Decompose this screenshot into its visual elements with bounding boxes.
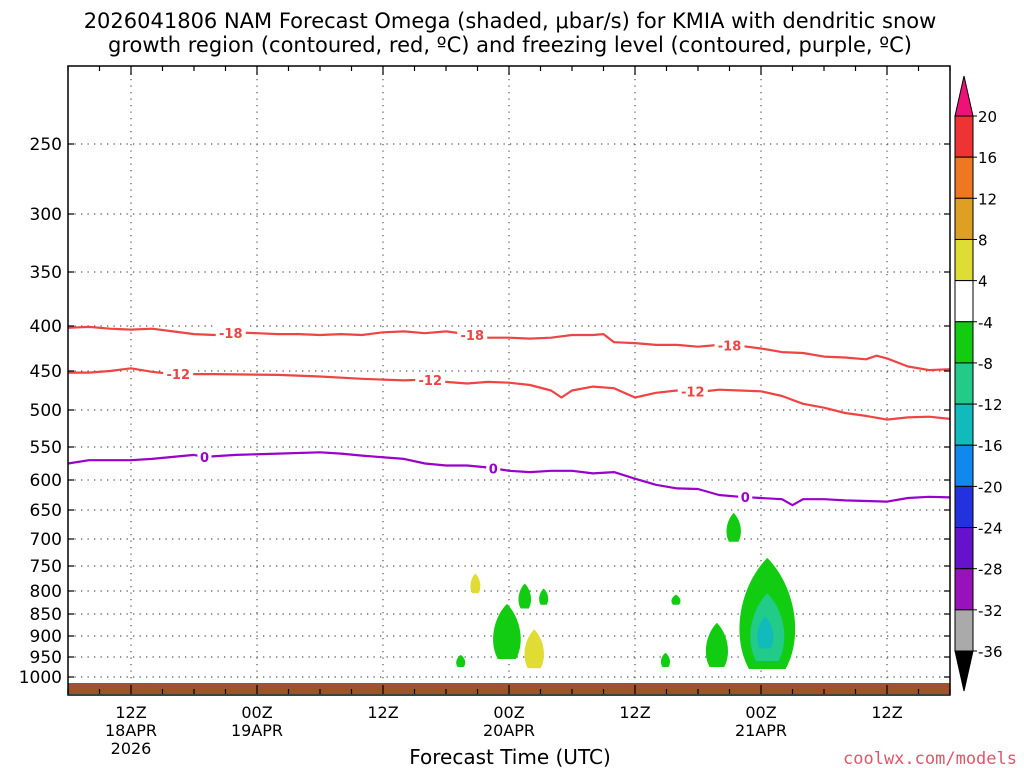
- colorbar-label--32: -32: [978, 602, 1003, 620]
- contour-label-bg-0-1: [486, 460, 501, 476]
- colorbar-band-11: [954, 568, 974, 611]
- colorbar-label--28: -28: [978, 561, 1003, 579]
- contour-label--12-2: -12: [681, 386, 705, 401]
- contour-label-bg--18-0: [215, 324, 246, 340]
- omega-region-0-value-4: [470, 573, 481, 594]
- omega-colorbar: 20 16 12 8 4 -4 -8 -12 -16 -20 -24 -28 -32 -36: [954, 75, 1003, 692]
- colorbar-band-7: [954, 403, 974, 446]
- omega-region-9-value--4: [705, 622, 728, 667]
- omega-region-7-value--4: [671, 594, 681, 605]
- x-tick-label-h54-line0: 12Z: [619, 703, 650, 722]
- contour-label-bg--12-0: [163, 366, 194, 382]
- chart-title-line-2: growth region (contoured, red, ºC) and f…: [108, 33, 912, 57]
- colorbar-band-8: [954, 444, 974, 487]
- contour-label-0-2: 0: [741, 491, 750, 506]
- omega-region-2-value--4: [518, 583, 532, 609]
- contour-label-bg--18-1: [457, 327, 488, 342]
- contour-label-0-0: 0: [200, 451, 209, 466]
- y-tick-label-250: 250: [30, 135, 62, 155]
- x-tick-label-h18-line0: 00Z: [241, 703, 272, 722]
- colorbar-label-12: 12: [978, 190, 997, 208]
- x-axis-label: Forecast Time (UTC): [409, 745, 611, 768]
- y-tick-label-800: 800: [30, 582, 62, 602]
- contour-label-bg--18-2: [714, 337, 745, 353]
- plot-frame: [67, 65, 951, 696]
- y-tick-label-650: 650: [30, 501, 62, 521]
- colorbar-band-0: [954, 115, 974, 158]
- x-tick-label-h6-line2: 2026: [111, 739, 152, 758]
- colorbar-band-5: [954, 321, 974, 364]
- colorbar-label--20: -20: [978, 478, 1003, 496]
- colorbar-band-10: [954, 527, 974, 570]
- colorbar-label--24: -24: [978, 520, 1003, 538]
- colorbar-band-9: [954, 485, 974, 529]
- contour-label-bg--12-1: [415, 372, 446, 388]
- colorbar-band-1: [954, 156, 974, 199]
- x-tick-label-h66-line0: 00Z: [745, 703, 776, 722]
- omega-region-3-value--4: [539, 588, 549, 605]
- y-tick-label-600: 600: [30, 471, 62, 491]
- colorbar-label--16: -16: [978, 437, 1003, 455]
- x-tick-label-h78-line0: 12Z: [871, 703, 902, 722]
- colorbar-label--4: -4: [978, 314, 993, 332]
- x-tick-label-h66-line1: 21APR: [735, 721, 787, 740]
- omega-region-6-value--4: [660, 652, 671, 667]
- colorbar-band-12: [954, 609, 974, 652]
- y-tick-label-900: 900: [30, 627, 62, 647]
- y-tick-label-1000: 1000: [19, 668, 62, 688]
- y-tick-label-350: 350: [30, 263, 62, 283]
- x-tick-label-h18-line1: 19APR: [231, 721, 283, 740]
- omega-region-1-value--4: [493, 603, 521, 659]
- x-tick-label-h42-line1: 20APR: [483, 721, 535, 740]
- y-tick-label-850: 850: [30, 605, 62, 625]
- y-tick-label-400: 400: [30, 317, 62, 337]
- chart-title-line-1: 2026041806 NAM Forecast Omega (shaded, μ…: [84, 9, 937, 33]
- colorbar-label-8: 8: [978, 231, 988, 249]
- contour-label-bg-0-2: [738, 489, 753, 505]
- y-tick-label-500: 500: [30, 401, 62, 421]
- omega-region-5-value--4: [456, 654, 466, 667]
- contour-label--18-1: -18: [461, 329, 485, 344]
- y-tick-label-950: 950: [30, 648, 62, 668]
- colorbar-label-4: 4: [978, 273, 988, 291]
- grid-layer: [68, 66, 950, 694]
- contour-line--12: [68, 367, 951, 421]
- colorbar-label-20: 20: [978, 108, 997, 126]
- colorbar-label-16: 16: [978, 149, 997, 167]
- x-tick-label-h42-line0: 00Z: [493, 703, 524, 722]
- colorbar-top-arrow: [954, 75, 974, 117]
- contour-label--18-0: -18: [219, 327, 243, 342]
- y-tick-label-450: 450: [30, 362, 62, 382]
- x-tick-label-h30-line0: 12Z: [367, 703, 398, 722]
- x-tick-label-h6-line1: 18APR: [105, 721, 157, 740]
- contour-label--18-2: -18: [718, 339, 742, 354]
- colorbar-band-2: [954, 197, 974, 240]
- y-axis-ticks: 2503003504004505005506006507007508008509…: [19, 135, 950, 688]
- colorbar-band-6: [954, 362, 974, 405]
- omega-region-8-value--4: [726, 512, 741, 542]
- contour-label-0-1: 0: [489, 462, 498, 477]
- contour-label--12-0: -12: [167, 368, 191, 383]
- y-tick-label-300: 300: [30, 205, 62, 225]
- credit-text: coolwx.com/models: [843, 749, 1017, 768]
- colorbar-label--12: -12: [978, 396, 1003, 414]
- y-tick-label-700: 700: [30, 530, 62, 550]
- x-tick-label-h6-line0: 12Z: [115, 703, 146, 722]
- contour-label-bg-0-0: [197, 448, 212, 464]
- colorbar-bottom-arrow: [954, 650, 974, 692]
- colorbar-band-3: [954, 238, 974, 282]
- omega-region-4-value-4: [524, 629, 544, 669]
- colorbar-label--8: -8: [978, 355, 993, 373]
- contour-layer: -18 -18 -18 -12 -12 -12 0 0 0: [67, 324, 951, 507]
- contour-label--12-1: -12: [419, 374, 443, 389]
- omega-region-12-value--12: [757, 616, 774, 649]
- contour-label-bg--12-2: [677, 383, 708, 399]
- colorbar-label--36: -36: [978, 643, 1003, 661]
- omega-shading-layer: [456, 512, 796, 669]
- y-tick-label-750: 750: [30, 557, 62, 577]
- colorbar-band-4: [954, 280, 974, 323]
- y-tick-label-550: 550: [30, 438, 62, 458]
